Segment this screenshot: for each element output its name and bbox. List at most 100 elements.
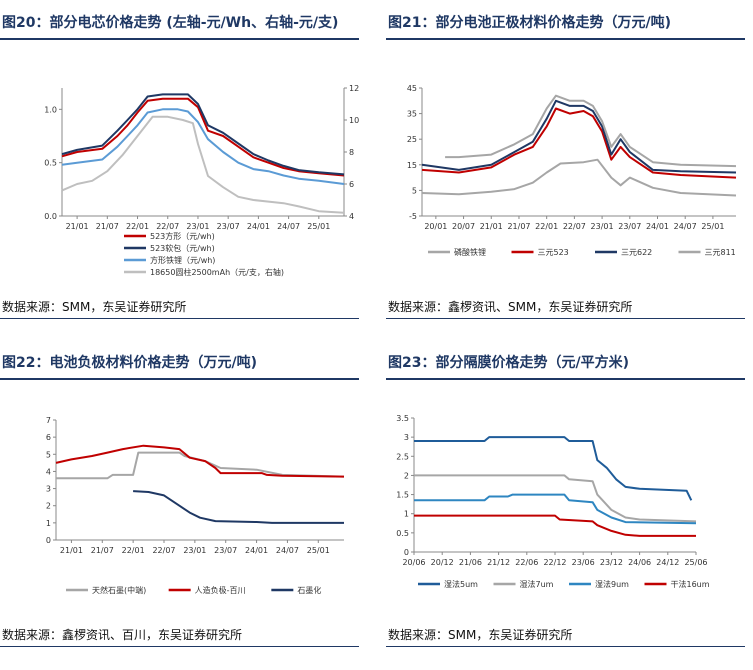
legend-label: 人造负极-百川 — [195, 585, 246, 595]
anode-price-chart: 0 1 2 3 4 5 6 7 21/01 21/07 22/01 22/07 23/01 23/07 24… — [46, 416, 345, 595]
x-tick-label: 21/07 — [507, 222, 530, 231]
x-tick-label: 22/01 — [126, 222, 149, 231]
series-line-1 — [421, 107, 737, 179]
series-line-1 — [414, 474, 697, 523]
x-tick-label: 21/06 — [459, 558, 482, 567]
y-tick-label: 35 — [407, 110, 417, 119]
data-source: 数据来源：鑫椤资讯、SMM，东吴证券研究所 — [388, 300, 633, 314]
x-tick-label: 20/01 — [424, 222, 447, 231]
y-tick-label: 15 — [407, 161, 417, 170]
source-divider — [0, 318, 359, 319]
x-tick-label: 22/06 — [515, 558, 538, 567]
chart-panel-cathode-price: 图21：部分电池正极材料价格走势（万元/吨) -5 5 15 25 35 45 20/01 2… — [386, 0, 753, 330]
series-line-3 — [61, 115, 345, 214]
x-tick-label: 22/01 — [122, 546, 145, 555]
x-tick-label: 24/07 — [276, 546, 299, 555]
y2-tick-label: 6 — [349, 180, 354, 189]
x-tick-label: 25/01 — [307, 546, 330, 555]
legend-label: 三元622 — [621, 248, 652, 257]
source-divider — [386, 318, 745, 319]
series-line-1 — [55, 444, 345, 478]
chart-title: 图20：部分电芯价格走势 (左轴-元/Wh、右轴-元/支) — [2, 15, 339, 31]
y-tick-label: 1 — [404, 510, 409, 519]
chart-panel-cell-price: 图20：部分电芯价格走势 (左轴-元/Wh、右轴-元/支) 0.0 0.5 1.0 4… — [0, 0, 367, 330]
y-tick-label: 3 — [46, 485, 51, 494]
title-divider — [0, 38, 359, 40]
series-line-0 — [56, 451, 345, 480]
y2-tick-label: 8 — [349, 148, 354, 157]
y2-tick-label: 4 — [349, 212, 354, 221]
legend-label: 三元811 — [705, 248, 736, 257]
x-tick-label: 23/01 — [591, 222, 614, 231]
chart-panel-anode-price: 图22：电池负极材料价格走势（万元/吨) 0 1 2 3 4 5 6 7 21/01 21/07 2… — [0, 340, 367, 670]
x-tick-label: 24/01 — [646, 222, 669, 231]
y-tick-label: 7 — [46, 416, 51, 425]
cell-price-chart: 0.0 0.5 1.0 4 6 8 10 12 21/01 21/07 22/01 22/07 23/0… — [44, 84, 359, 277]
x-tick-label: 23/01 — [183, 546, 206, 555]
legend-label: 石墨化 — [297, 585, 321, 595]
y-tick-label: -5 — [409, 212, 417, 221]
title-divider — [386, 378, 745, 380]
x-tick-label: 24/12 — [656, 558, 679, 567]
y-tick-label: 2 — [404, 471, 409, 480]
x-tick-label: 21/12 — [487, 558, 510, 567]
data-source: 数据来源：SMM，东吴证券研究所 — [388, 628, 573, 642]
y-tick-label: 2.5 — [396, 452, 409, 461]
series-line-1 — [61, 93, 345, 176]
legend-label: 天然石墨(中端) — [92, 585, 146, 595]
legend-label: 18650圆柱2500mAh（元/支，右轴) — [150, 267, 284, 277]
y-tick-label: 45 — [407, 84, 417, 93]
x-tick-label: 24/06 — [628, 558, 651, 567]
x-tick-label: 21/07 — [91, 546, 114, 555]
x-tick-label: 24/07 — [674, 222, 697, 231]
x-tick-label: 20/07 — [452, 222, 475, 231]
x-tick-label: 21/01 — [60, 546, 83, 555]
chart-panel-separator-price: 图23：部分隔膜价格走势（元/平方米) 0 0.5 1 1.5 2 2.5 3 3.5 20/0… — [386, 340, 753, 670]
legend-label: 湿法5um — [444, 579, 478, 589]
y-tick-label: 5 — [412, 186, 417, 195]
legend-label: 方形铁锂（元/wh) — [150, 255, 215, 265]
data-source: 数据来源：鑫椤资讯、百川，东吴证券研究所 — [2, 628, 243, 642]
x-tick-label: 21/07 — [96, 222, 119, 231]
x-tick-label: 25/01 — [307, 222, 330, 231]
legend-label: 湿法9um — [595, 579, 629, 589]
source-divider — [0, 646, 359, 647]
x-tick-label: 23/06 — [572, 558, 595, 567]
y-tick-label: 0.0 — [44, 212, 57, 221]
legend-label: 523方形（元/wh) — [150, 231, 215, 241]
x-tick-label: 23/12 — [600, 558, 623, 567]
series-line-0 — [414, 436, 693, 501]
data-source: 数据来源：SMM，东吴证券研究所 — [2, 300, 187, 314]
series-line-2 — [133, 490, 344, 524]
y2-tick-label: 12 — [349, 84, 359, 93]
series-line-2 — [421, 99, 737, 174]
x-tick-label: 24/01 — [245, 546, 268, 555]
x-tick-label: 23/07 — [214, 546, 237, 555]
x-tick-label: 24/07 — [277, 222, 300, 231]
series-line-2 — [61, 108, 345, 185]
x-tick-label: 22/01 — [535, 222, 558, 231]
legend-label: 三元523 — [538, 248, 569, 257]
x-tick-label: 22/07 — [152, 546, 175, 555]
x-tick-label: 22/12 — [543, 558, 566, 567]
x-tick-label: 20/06 — [402, 558, 425, 567]
y-tick-label: 1.0 — [44, 105, 57, 114]
series-line-3 — [445, 94, 737, 168]
x-tick-label: 22/07 — [563, 222, 586, 231]
chart-title: 图22：电池负极材料价格走势（万元/吨) — [2, 355, 257, 371]
y-tick-label: 25 — [407, 135, 417, 144]
y-tick-label: 1.5 — [396, 491, 409, 500]
y-tick-label: 0 — [46, 536, 51, 545]
series-line-2 — [414, 493, 697, 525]
y-tick-label: 5 — [46, 450, 51, 459]
x-tick-label: 21/01 — [480, 222, 503, 231]
legend-label: 磷酸铁锂 — [454, 247, 486, 257]
y-tick-label: 0 — [404, 548, 409, 557]
x-tick-label: 20/12 — [431, 558, 454, 567]
source-divider — [386, 646, 745, 647]
y-tick-label: 2 — [46, 502, 51, 511]
series-line-0 — [421, 158, 737, 197]
y-tick-label: 4 — [46, 467, 51, 476]
series-line-3 — [414, 514, 696, 537]
legend-label: 湿法7um — [520, 579, 554, 589]
